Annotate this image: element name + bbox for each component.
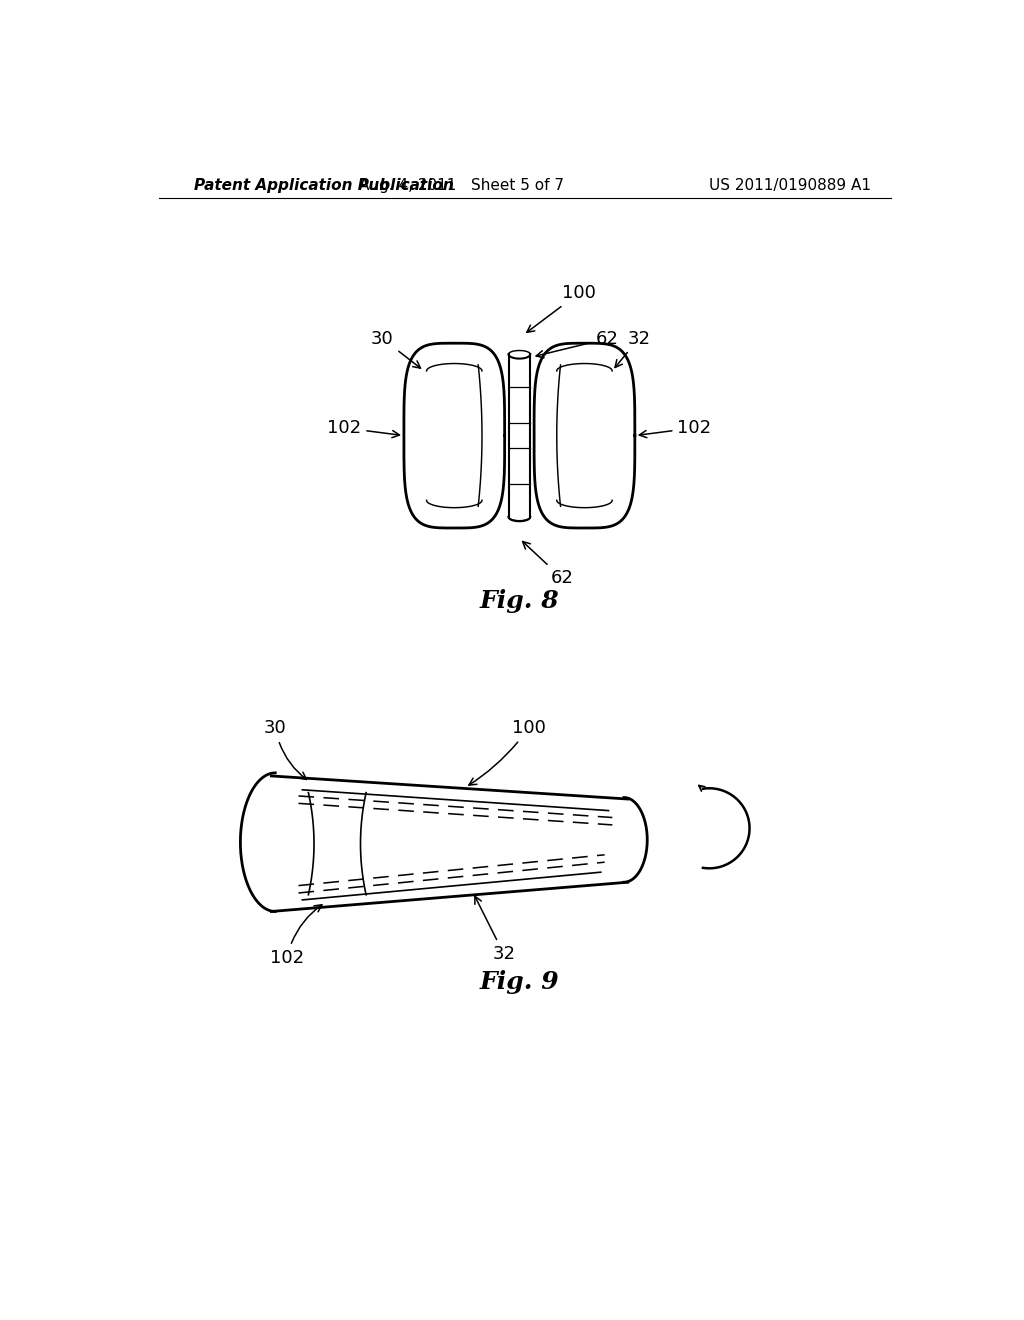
Text: 32: 32 — [475, 896, 515, 962]
Text: Fig. 8: Fig. 8 — [479, 589, 559, 614]
Text: 102: 102 — [269, 904, 322, 966]
Text: 62: 62 — [537, 330, 618, 358]
Text: Fig. 9: Fig. 9 — [479, 970, 559, 994]
Text: 30: 30 — [264, 719, 306, 779]
Text: Patent Application Publication: Patent Application Publication — [194, 178, 454, 193]
Text: 100: 100 — [526, 284, 596, 333]
Text: 102: 102 — [639, 418, 712, 438]
Text: US 2011/0190889 A1: US 2011/0190889 A1 — [710, 178, 871, 193]
Text: 102: 102 — [327, 418, 399, 438]
Text: Aug. 4, 2011   Sheet 5 of 7: Aug. 4, 2011 Sheet 5 of 7 — [358, 178, 564, 193]
Text: 62: 62 — [522, 541, 573, 587]
Text: 32: 32 — [615, 330, 650, 367]
Text: 100: 100 — [469, 719, 546, 785]
Text: 30: 30 — [371, 330, 421, 368]
